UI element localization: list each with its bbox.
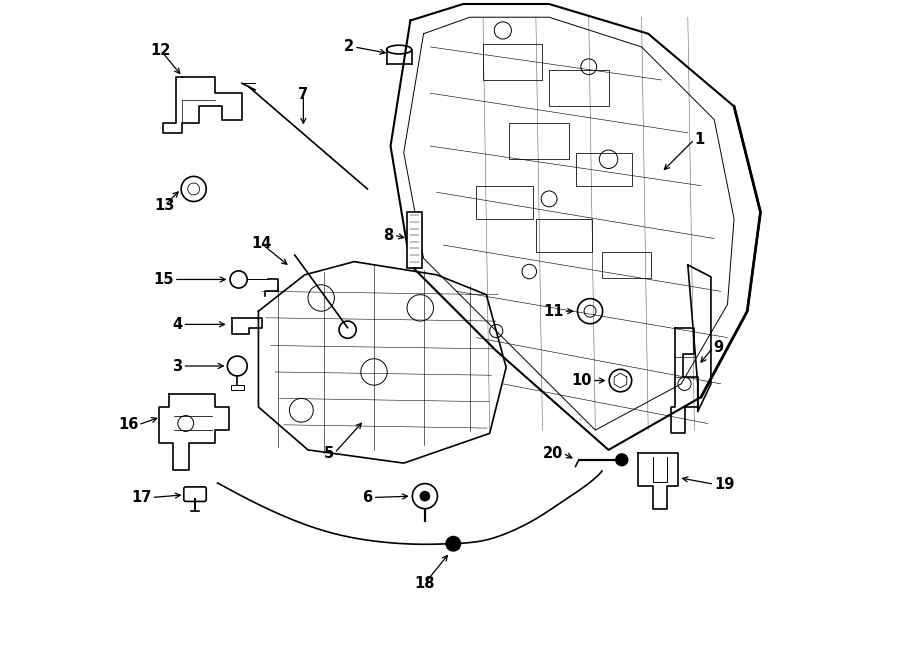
Text: 18: 18: [415, 576, 435, 591]
Text: 4: 4: [172, 317, 183, 332]
Text: 17: 17: [131, 490, 151, 505]
Text: 20: 20: [543, 446, 563, 461]
Bar: [407, 212, 421, 268]
Circle shape: [616, 454, 627, 466]
Bar: [509, 123, 569, 160]
FancyBboxPatch shape: [184, 487, 206, 501]
Text: 12: 12: [150, 43, 171, 58]
Bar: [549, 70, 608, 107]
Circle shape: [446, 536, 461, 551]
Text: 13: 13: [155, 198, 175, 213]
Bar: [483, 44, 543, 80]
Bar: [476, 185, 533, 218]
Bar: [230, 385, 244, 391]
Bar: [602, 252, 652, 278]
Text: 9: 9: [713, 340, 723, 355]
Text: 8: 8: [383, 228, 394, 243]
Text: 3: 3: [172, 359, 183, 373]
Text: 14: 14: [251, 236, 272, 252]
Text: 15: 15: [153, 272, 174, 287]
Text: 19: 19: [715, 477, 734, 492]
Text: 6: 6: [363, 490, 373, 505]
Text: 5: 5: [324, 446, 335, 461]
Text: 1: 1: [695, 132, 705, 147]
Circle shape: [420, 491, 429, 500]
Bar: [575, 153, 632, 185]
Text: 2: 2: [344, 40, 355, 54]
Text: 10: 10: [572, 373, 592, 388]
Bar: [536, 218, 592, 252]
Text: 16: 16: [118, 417, 139, 432]
Text: 11: 11: [543, 304, 563, 318]
Text: 7: 7: [298, 87, 309, 102]
